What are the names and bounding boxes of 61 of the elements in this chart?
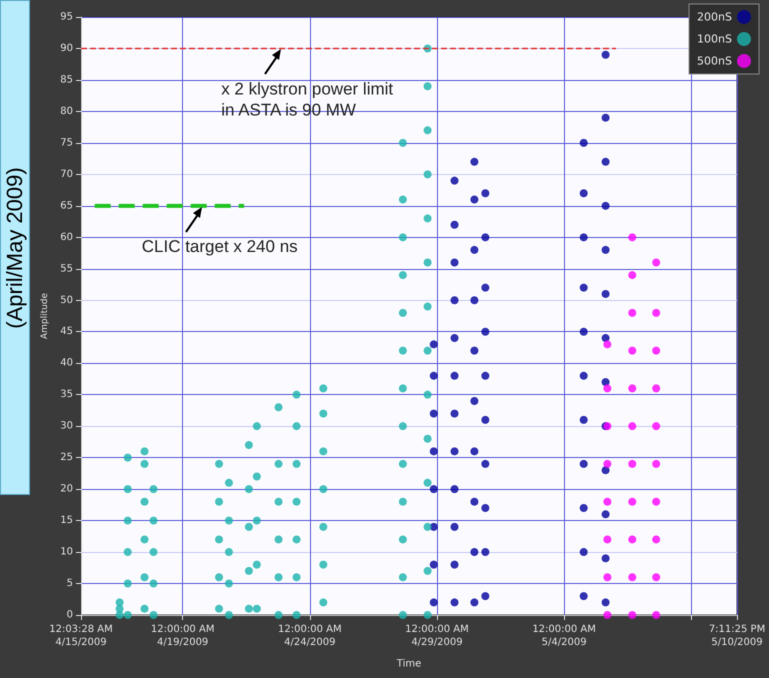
- legend-label: 100nS: [697, 32, 732, 46]
- point: [628, 346, 636, 355]
- point: [628, 460, 636, 468]
- y-tick-label: 10: [60, 546, 73, 558]
- annotation: CLIC target x 240 ns: [142, 236, 298, 256]
- point: [628, 498, 636, 506]
- point: [652, 535, 660, 544]
- point: [628, 384, 636, 392]
- point: [652, 611, 660, 619]
- y-tick-label: 80: [60, 106, 73, 117]
- point: [603, 460, 612, 468]
- x-tick-label: 12:00:00 AM 4/24/2009: [278, 624, 342, 648]
- y-tick-label: 60: [60, 232, 73, 243]
- point: [603, 384, 612, 392]
- y-tick-label: 40: [60, 358, 73, 369]
- point: [628, 271, 636, 280]
- point: [652, 308, 660, 317]
- y-tick-label: 95: [60, 12, 73, 22]
- point: [652, 258, 660, 266]
- point: [652, 498, 660, 506]
- y-tick-label: 15: [60, 515, 73, 526]
- point: [652, 573, 660, 582]
- y-tick-label: 65: [60, 200, 73, 212]
- y-axis-title: Amplitude: [40, 292, 50, 340]
- legend-label: 200nS: [697, 10, 732, 24]
- y-tick-label: 25: [60, 452, 73, 464]
- point: [652, 460, 660, 468]
- x-axis-title: Time: [396, 658, 422, 670]
- y-tick-label: 45: [60, 326, 73, 338]
- y-tick-label: 55: [60, 263, 73, 274]
- point: [603, 611, 612, 619]
- y-tick-label: 75: [60, 137, 73, 148]
- x-tick-label: 12:03:28 AM 4/15/2009: [49, 624, 113, 648]
- point: [603, 535, 612, 544]
- y-tick-label: 20: [60, 484, 73, 495]
- text: (April/May 2009): [2, 166, 28, 328]
- y-tick-label: 5: [66, 578, 73, 590]
- point: [603, 573, 612, 582]
- point: [628, 422, 636, 430]
- y-tick-label: 0: [66, 610, 73, 620]
- x-tick-label: 12:00:00 AM 5/4/2009: [532, 624, 596, 648]
- y-tick-label: 35: [60, 389, 73, 400]
- x-tick-label: 12:00:00 AM 4/29/2009: [405, 624, 469, 648]
- x-tick-label: 7:11:25 PM 5/10/2009: [708, 624, 766, 648]
- x-tick-label: 12:00:00 AM 4/19/2009: [150, 624, 214, 648]
- y-tick-label: 30: [60, 420, 73, 432]
- point: [628, 535, 636, 544]
- y-tick-label: 90: [60, 42, 73, 54]
- point: [652, 422, 660, 430]
- point: [652, 346, 660, 355]
- point: [628, 308, 636, 317]
- point: [628, 611, 636, 619]
- point: [628, 233, 636, 242]
- y-tick-label: 85: [60, 74, 73, 86]
- y-tick-label: 50: [60, 294, 73, 306]
- point: [603, 498, 612, 506]
- legend-label: 500nS: [697, 54, 732, 68]
- point: [628, 573, 636, 582]
- point: [603, 340, 612, 348]
- y-tick-label: 70: [60, 168, 73, 180]
- point: [652, 384, 660, 392]
